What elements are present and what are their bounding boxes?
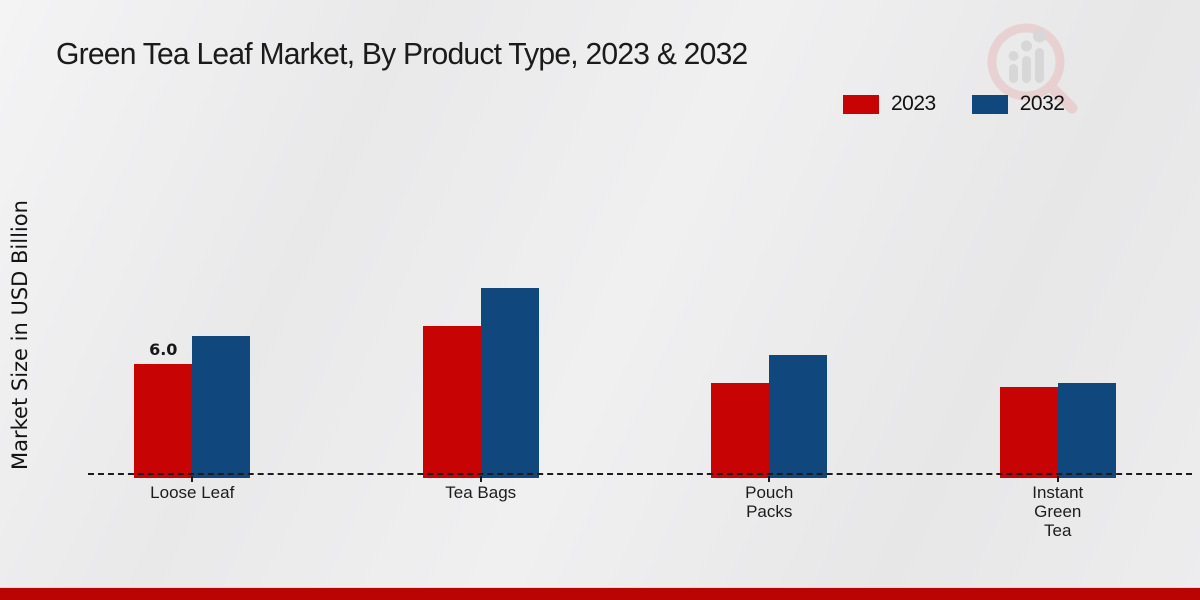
- legend-label: 2032: [1019, 92, 1065, 115]
- x-axis-category-label-loose-leaf: Loose Leaf: [122, 483, 262, 502]
- x-axis-category-label-pouch-packs: Pouch Packs: [699, 483, 839, 521]
- bar-value-label-2023-loose-leaf: 6.0: [149, 340, 178, 359]
- bar-2032-loose-leaf: [192, 335, 251, 478]
- x-axis-label-line: Loose Leaf: [150, 483, 235, 502]
- legend-swatch-2032: [971, 94, 1008, 114]
- x-axis-tick: [768, 476, 771, 482]
- x-axis-tick: [479, 476, 482, 482]
- bar-2023-pouch-packs: [711, 383, 770, 478]
- bar-2032-pouch-packs: [769, 354, 828, 478]
- legend-item-2023: 2023: [843, 92, 936, 116]
- x-axis-tick: [191, 476, 194, 482]
- chart-title: Green Tea Leaf Market, By Product Type, …: [56, 36, 748, 71]
- x-axis-baseline: [88, 473, 1192, 475]
- bar-2032-instant-green-tea: [1057, 383, 1116, 478]
- x-axis-tick: [1056, 476, 1059, 482]
- x-axis-label-line: Tea: [1044, 521, 1072, 540]
- x-axis-label-line: Pouch: [745, 483, 794, 502]
- legend: 2023 2032: [843, 92, 1065, 116]
- bar-2023-loose-leaf: [134, 364, 193, 478]
- x-axis-category-label-instant-green-tea: Instant Green Tea: [988, 483, 1128, 540]
- legend-item-2032: 2032: [971, 92, 1065, 116]
- x-axis-label-line: Instant: [1032, 483, 1084, 502]
- bar-2023-tea-bags: [422, 326, 481, 478]
- x-axis-label-line: Packs: [746, 502, 793, 521]
- x-axis-label-line: Green: [1034, 502, 1082, 521]
- bar-2023-instant-green-tea: [999, 386, 1058, 478]
- legend-label: 2023: [891, 92, 936, 115]
- brand-watermark-logo: [982, 20, 1082, 120]
- magnifier-bar-chart-icon: [987, 23, 1078, 114]
- x-axis-category-label-tea-bags: Tea Bags: [411, 483, 551, 502]
- x-axis-label-line: Tea Bags: [445, 483, 517, 502]
- bar-2032-tea-bags: [480, 288, 539, 478]
- footer-red-bar: [0, 587, 1200, 600]
- legend-swatch-2023: [843, 94, 879, 114]
